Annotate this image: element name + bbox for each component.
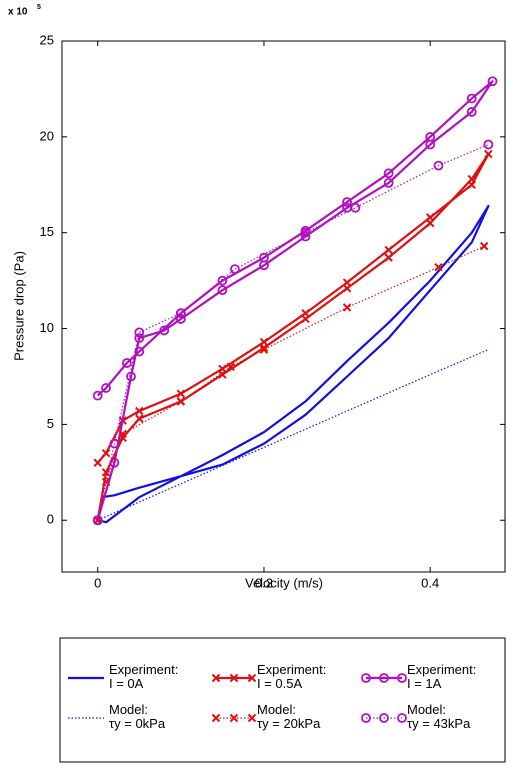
data-point [134,333,145,344]
x-tick-label: 0.2 [255,575,273,590]
data-point [118,429,127,439]
legend-marker [361,673,371,683]
legend-marker [229,673,239,683]
data-point [425,131,436,142]
legend-marker [397,713,407,723]
data-point [259,345,269,354]
data-point [134,327,145,338]
legend-marker [361,713,371,723]
data-point [466,107,477,117]
legend-label: Model: τy = 43kPa [407,702,471,731]
data-point [384,245,393,255]
legend-label: Experiment: I = 0A [109,662,179,691]
legend-label: Model: τy = 20kPa [257,702,321,731]
data-point [484,149,493,159]
data-point [135,414,144,423]
data-point [159,325,170,336]
data-point [226,362,235,372]
data-point [480,241,489,251]
legend-label: Experiment: I = 0.5A [257,662,327,691]
data-point [342,278,352,287]
legend-box [59,637,506,763]
data-point [217,285,228,296]
data-point [425,213,435,222]
data-point [217,275,228,286]
data-point [466,93,477,104]
y-offset-label: x 10 [8,7,28,18]
data-point [433,160,444,171]
plot-frame [61,40,506,573]
legend-label: Model: τy = 0kPa [109,702,166,731]
data-point [176,397,186,406]
data-point [301,309,310,318]
data-point [218,364,227,374]
legend-marker [379,673,389,683]
data-point [229,264,240,275]
series-line [97,349,489,521]
data-point [434,262,443,272]
data-point [342,197,352,207]
y-tick-label: 25 [40,32,54,47]
data-point [487,76,498,87]
data-point [92,515,103,526]
data-point [101,383,111,393]
data-point [350,202,361,213]
data-point [383,168,394,179]
legend-marker [379,713,389,723]
y-tick-label: 15 [40,224,54,239]
y-offset-exponent: 5 [37,4,41,11]
data-point [175,308,186,319]
y-tick-label: 10 [40,320,54,335]
y-tick-label: 20 [40,128,54,143]
data-point [101,448,111,458]
series-line [96,204,490,524]
data-point [176,389,186,398]
data-point [342,303,352,312]
data-point [467,180,476,189]
x-tick-label: 0 [94,575,101,590]
data-point [300,231,311,242]
legend-marker [211,673,221,683]
data-point [175,314,186,324]
legend-marker [211,713,221,723]
data-point [109,438,120,449]
legend-label: Experiment: I = 1A [407,662,477,691]
y-axis-label: Pressure drop (Pa) [11,251,26,361]
data-point [300,227,311,238]
data-point [121,358,132,368]
y-tick-label: 5 [47,416,54,431]
y-tick-label: 0 [47,512,54,527]
data-point [135,406,144,416]
legend-marker [247,713,257,723]
data-point [483,139,494,150]
legend-marker [397,673,407,683]
x-tick-label: 0.4 [421,575,439,590]
series-line [97,143,489,521]
legend-marker [229,713,239,723]
data-point [126,371,136,382]
data-point [384,253,393,262]
data-point [93,458,102,467]
data-point [383,177,394,188]
legend-marker [247,673,257,683]
x-axis-label: Velocity (m/s) [245,575,323,590]
data-point [259,337,269,347]
data-point [92,390,103,401]
series-line [97,245,485,521]
